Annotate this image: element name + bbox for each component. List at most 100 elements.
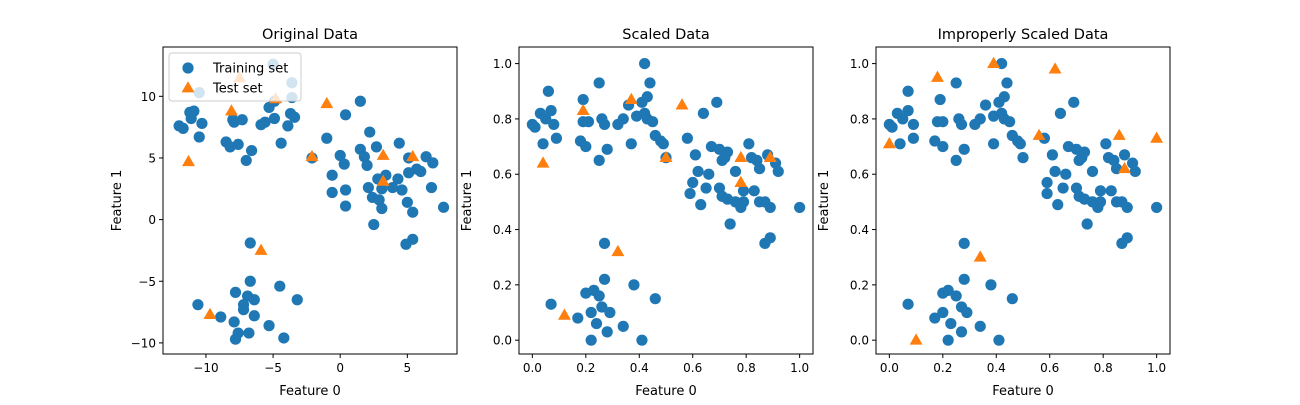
markers-group	[882, 56, 1164, 346]
training-point	[537, 138, 549, 150]
training-point	[248, 294, 260, 306]
y-tick-label: 0.8	[493, 112, 512, 126]
training-point	[1052, 199, 1064, 211]
test-point	[254, 243, 268, 255]
x-tick-label: 0.0	[880, 361, 899, 375]
training-point	[415, 165, 427, 178]
training-point	[907, 118, 920, 131]
test-point	[624, 92, 638, 104]
training-point	[237, 304, 250, 316]
training-point	[636, 334, 648, 346]
training-point	[376, 202, 388, 215]
training-point	[598, 273, 611, 285]
test-point	[882, 137, 896, 149]
training-point	[545, 105, 557, 117]
training-point	[598, 237, 611, 249]
training-point	[753, 163, 766, 175]
x-tick-label: 0.2	[576, 361, 595, 375]
x-tick-label: −5	[264, 361, 282, 375]
training-point	[907, 132, 920, 144]
y-tick-label: 0	[148, 213, 156, 227]
legend-training-marker	[182, 62, 194, 74]
training-point	[529, 121, 541, 133]
training-point	[236, 114, 248, 126]
training-point	[937, 140, 949, 153]
training-point	[370, 141, 383, 153]
training-point	[321, 132, 333, 144]
y-tick-label: 0.0	[850, 334, 869, 348]
training-point	[545, 298, 557, 310]
training-point	[193, 131, 205, 143]
chart-title: Original Data	[262, 27, 358, 43]
test-point	[1118, 161, 1132, 174]
training-point	[177, 122, 189, 134]
training-point	[979, 99, 992, 111]
training-point	[1057, 182, 1069, 194]
training-point	[601, 326, 613, 338]
training-point	[598, 118, 611, 131]
training-point	[1094, 196, 1107, 208]
training-point	[649, 293, 661, 305]
training-point	[950, 154, 962, 166]
x-axis-label: Feature 0	[635, 384, 697, 399]
training-point	[338, 158, 350, 170]
training-point	[339, 184, 352, 196]
training-point	[955, 118, 968, 131]
training-point	[326, 186, 338, 199]
training-point	[593, 77, 605, 89]
legend-label: Training set	[212, 62, 288, 77]
training-point	[689, 149, 702, 161]
training-point	[274, 280, 286, 292]
x-tick-label: 0.6	[1040, 361, 1059, 375]
training-point	[625, 138, 637, 150]
test-point	[734, 175, 748, 187]
training-point	[354, 95, 366, 107]
training-point	[326, 169, 338, 181]
training-point	[263, 101, 275, 114]
training-point	[897, 113, 909, 125]
training-point	[937, 287, 949, 299]
training-point	[1068, 96, 1080, 108]
training-point	[894, 138, 906, 150]
x-tick-label: 0.4	[630, 361, 649, 375]
training-point	[263, 320, 275, 332]
training-point	[548, 118, 560, 131]
training-point	[617, 113, 629, 125]
x-tick-label: −10	[193, 361, 218, 375]
training-point	[601, 143, 613, 155]
training-point	[617, 320, 629, 332]
legend: Training set Test set	[168, 52, 302, 102]
chart-panel-1: −10 −5 0 5 −10 −5 0 5 10 Original Data Feature 0 Fe…	[110, 27, 458, 399]
test-point	[1032, 128, 1046, 140]
legend-label: Test set	[212, 82, 263, 97]
training-point	[339, 109, 352, 121]
training-point	[268, 112, 281, 125]
training-point	[1041, 187, 1053, 200]
training-point	[993, 334, 1005, 346]
training-point	[700, 182, 712, 194]
training-point	[229, 333, 242, 345]
test-point	[576, 103, 590, 116]
training-point	[1094, 185, 1107, 197]
training-point	[255, 119, 267, 131]
training-point	[993, 96, 1005, 108]
test-point	[763, 150, 777, 163]
y-tick-label: 0.8	[850, 112, 869, 126]
training-point	[580, 287, 592, 299]
training-point	[764, 232, 776, 244]
x-tick-label: 1.0	[1147, 361, 1166, 375]
training-point	[974, 113, 986, 125]
training-point	[593, 154, 605, 166]
training-point	[291, 294, 303, 306]
training-point	[400, 238, 412, 250]
training-point	[695, 199, 707, 211]
training-point	[1121, 232, 1133, 244]
training-point	[934, 93, 946, 106]
training-point	[639, 57, 651, 70]
training-point	[585, 306, 597, 319]
y-tick-label: −5	[138, 275, 156, 289]
training-point	[942, 334, 954, 346]
training-point	[358, 151, 370, 163]
y-tick-label: 0.2	[493, 278, 512, 292]
